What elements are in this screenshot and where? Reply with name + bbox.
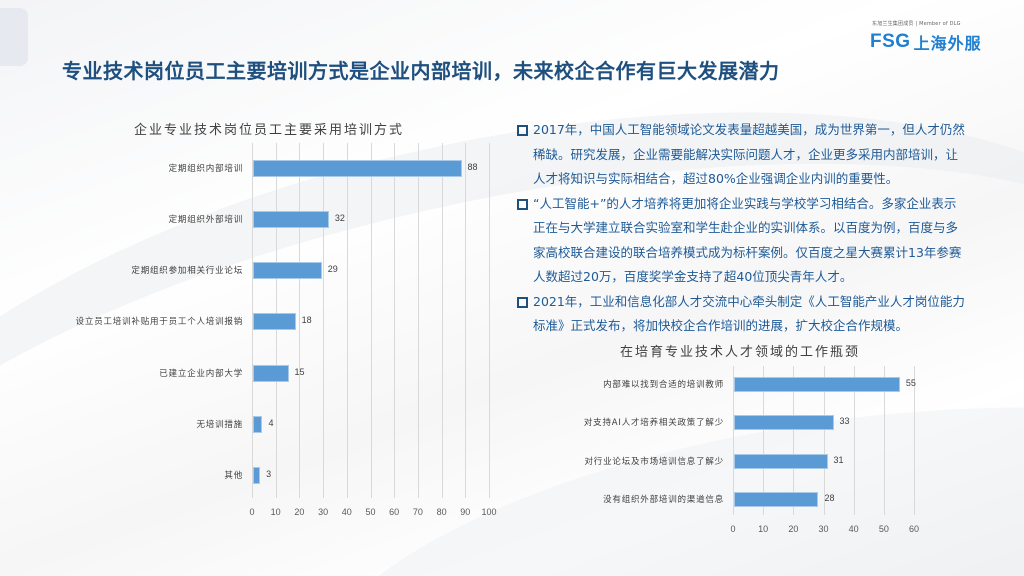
bullet-item: “人工智能+”的人才培养将更加将企业实践与学校学习相结合。多家企业表示正在与大学… bbox=[516, 192, 966, 290]
logo-brand-cn: 上海外服 bbox=[913, 34, 982, 53]
bar bbox=[253, 261, 322, 279]
bar-value-label: 3 bbox=[266, 469, 272, 479]
logo-brand: FSG bbox=[870, 31, 911, 52]
bar-value-label: 32 bbox=[334, 213, 345, 223]
gridline bbox=[823, 366, 825, 515]
category-label: 定期组织内部培训 bbox=[168, 164, 243, 174]
category-label: 其他 bbox=[224, 471, 243, 481]
page-title: 专业技术岗位员工主要培训方式是企业内部培训，未来校企合作有巨大发展潜力 bbox=[62, 59, 780, 83]
gridline bbox=[441, 143, 443, 498]
gridline bbox=[733, 366, 734, 515]
gridline bbox=[299, 143, 301, 498]
gridline bbox=[853, 366, 855, 515]
bar-value-label: 29 bbox=[327, 264, 338, 274]
bar-value-label: 4 bbox=[268, 418, 274, 428]
gridline bbox=[489, 143, 490, 498]
x-tick-label: 60 bbox=[908, 524, 920, 534]
bar bbox=[253, 159, 462, 177]
x-tick-label: 20 bbox=[788, 524, 799, 534]
gridline bbox=[763, 366, 765, 515]
bar bbox=[253, 466, 261, 484]
category-label: 对行业论坛及市场培训信息了解少 bbox=[584, 457, 724, 467]
gridline bbox=[465, 143, 467, 498]
x-tick-label: 40 bbox=[341, 507, 352, 517]
bar-value-label: 88 bbox=[467, 162, 478, 172]
x-tick-label: 30 bbox=[318, 507, 329, 517]
gridline bbox=[252, 143, 253, 498]
bar bbox=[734, 414, 834, 430]
bullet-item: 2017年，中国人工智能领域论文发表量超越美国，成为世界第一，但人才仍然稀缺。研… bbox=[516, 118, 966, 192]
plot-area bbox=[733, 366, 915, 515]
x-tick-label: 60 bbox=[389, 507, 400, 517]
x-tick-label: 0 bbox=[249, 507, 255, 517]
bar bbox=[734, 453, 828, 469]
gridline bbox=[346, 143, 348, 498]
gridline bbox=[793, 366, 795, 515]
bullet-text: 2017年，中国人工智能领域论文发表量超越美国，成为世界第一，但人才仍然稀缺。研… bbox=[533, 122, 965, 186]
corner-decoration bbox=[0, 8, 28, 66]
bullet-item: 2021年，工业和信息化部人才交流中心牵头制定《人工智能产业人才岗位能力标准》正… bbox=[516, 290, 966, 339]
x-tick-label: 10 bbox=[758, 524, 769, 534]
square-bullet-icon bbox=[517, 198, 528, 210]
x-tick-label: 20 bbox=[294, 507, 305, 517]
category-label: 定期组织外部培训 bbox=[168, 215, 243, 225]
bar bbox=[253, 210, 329, 228]
x-tick-label: 100 bbox=[481, 507, 497, 517]
category-label: 定期组织参加相关行业论坛 bbox=[131, 266, 243, 276]
bar bbox=[734, 491, 819, 507]
gridline bbox=[323, 143, 325, 498]
gridline bbox=[883, 366, 885, 515]
logo-tagline: 东旭兰生集团成员 | Member of DLG bbox=[872, 21, 961, 27]
x-tick-label: 50 bbox=[878, 524, 889, 534]
category-label: 没有组织外部培训的渠道信息 bbox=[603, 495, 724, 505]
category-label: 无培训措施 bbox=[196, 420, 243, 430]
bar bbox=[253, 415, 263, 433]
gridline bbox=[417, 143, 419, 498]
category-label: 设立员工培训补贴用于员工个人培训报销 bbox=[75, 317, 243, 327]
bullet-text: “人工智能+”的人才培养将更加将企业实践与学校学习相结合。多家企业表示正在与大学… bbox=[533, 195, 962, 285]
x-tick-label: 0 bbox=[730, 524, 736, 534]
bullet-list: 2017年，中国人工智能领域论文发表量超越美国，成为世界第一，但人才仍然稀缺。研… bbox=[516, 118, 966, 339]
category-label: 对支持AI人才培养相关政策了解少 bbox=[583, 418, 724, 428]
chart-title-bottlenecks: 在培育专业技术人才领域的工作瓶颈 bbox=[620, 345, 861, 360]
bullet-text: 2021年，工业和信息化部人才交流中心牵头制定《人工智能产业人才岗位能力标准》正… bbox=[533, 293, 965, 334]
x-tick-label: 30 bbox=[818, 524, 829, 534]
bar-value-label: 31 bbox=[833, 455, 844, 465]
bar bbox=[253, 312, 296, 330]
bar-value-label: 18 bbox=[301, 315, 312, 325]
x-tick-label: 80 bbox=[436, 507, 447, 517]
x-tick-label: 90 bbox=[460, 507, 471, 517]
bar-value-label: 15 bbox=[294, 367, 305, 377]
gridline bbox=[914, 366, 915, 515]
category-label: 已建立企业内部大学 bbox=[159, 369, 243, 379]
square-bullet-icon bbox=[517, 296, 528, 308]
x-tick-label: 70 bbox=[412, 507, 423, 517]
bar bbox=[253, 364, 289, 382]
gridline bbox=[370, 143, 372, 498]
x-tick-label: 10 bbox=[270, 507, 281, 517]
square-bullet-icon bbox=[517, 125, 528, 136]
category-label: 内部难以找到合适的培训教师 bbox=[603, 380, 724, 390]
x-tick-label: 40 bbox=[848, 524, 859, 534]
gridline bbox=[394, 143, 396, 498]
x-tick-label: 50 bbox=[365, 507, 376, 517]
bar-value-label: 28 bbox=[824, 493, 835, 503]
company-logo: 东旭兰生集团成员 | Member of DLG FSG 上海外服 bbox=[870, 20, 1020, 54]
chart-title-training-methods: 企业专业技术岗位员工主要采用培训方式 bbox=[134, 123, 405, 138]
bar bbox=[734, 376, 900, 392]
bar-value-label: 55 bbox=[905, 378, 916, 388]
bar-value-label: 33 bbox=[839, 416, 850, 426]
